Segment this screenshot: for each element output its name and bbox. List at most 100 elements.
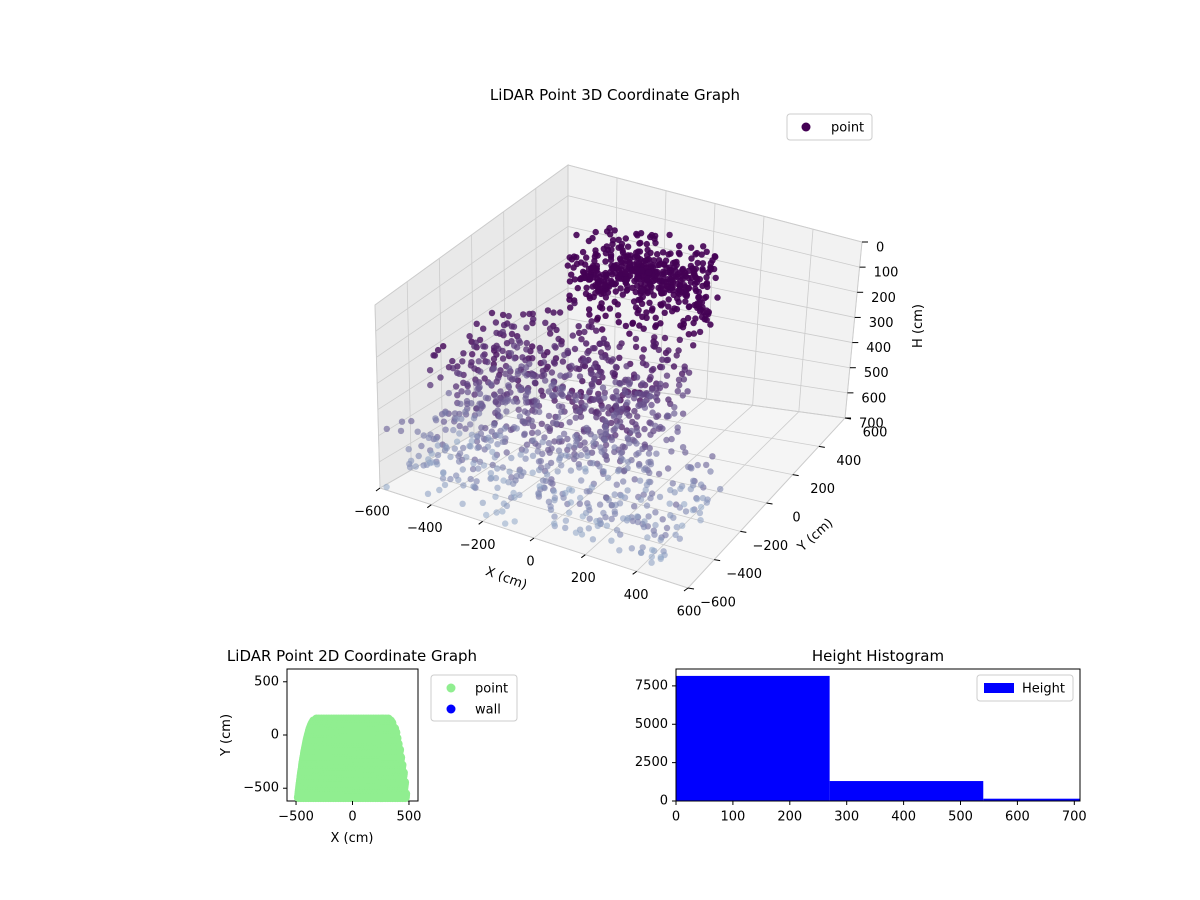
point-3d bbox=[558, 341, 565, 348]
point-3d bbox=[551, 360, 558, 367]
point-3d bbox=[608, 419, 615, 427]
point-3d bbox=[528, 417, 535, 424]
x-tick-label: 500 bbox=[397, 810, 422, 825]
x-tick-mark bbox=[529, 537, 535, 542]
legend-histogram-swatch bbox=[984, 683, 1014, 693]
point-3d bbox=[491, 454, 499, 461]
point-3d bbox=[703, 274, 710, 281]
point-3d bbox=[505, 479, 512, 486]
point-3d bbox=[655, 346, 662, 354]
point-3d bbox=[428, 450, 435, 457]
point-3d bbox=[548, 369, 556, 376]
point-3d bbox=[571, 276, 578, 283]
point-3d bbox=[554, 413, 562, 421]
point-3d bbox=[671, 410, 678, 417]
point-3d bbox=[418, 442, 425, 450]
point-3d bbox=[513, 473, 520, 480]
point-3d bbox=[693, 496, 701, 503]
point-3d bbox=[451, 445, 458, 452]
y-tick-label: 200 bbox=[810, 482, 835, 497]
point-3d bbox=[475, 358, 482, 365]
legend-3d-label: point bbox=[831, 121, 864, 136]
point-3d bbox=[690, 342, 697, 349]
point-3d bbox=[566, 486, 573, 493]
point-3d bbox=[530, 437, 537, 444]
point-3d bbox=[564, 347, 571, 355]
point-3d bbox=[436, 486, 443, 494]
point-3d bbox=[440, 418, 448, 425]
point-3d bbox=[657, 380, 664, 387]
point-3d bbox=[469, 351, 476, 358]
point-3d bbox=[460, 482, 467, 489]
point-3d bbox=[496, 413, 504, 420]
point-3d bbox=[544, 423, 551, 431]
point-3d bbox=[559, 358, 567, 365]
point-3d bbox=[589, 283, 596, 290]
point-3d bbox=[582, 402, 589, 409]
point-3d bbox=[624, 434, 631, 441]
point-3d bbox=[523, 441, 531, 448]
point-3d bbox=[676, 535, 683, 542]
point-3d bbox=[611, 491, 618, 498]
pane-back bbox=[567, 164, 863, 419]
point-3d bbox=[546, 325, 554, 332]
point-3d bbox=[567, 499, 575, 506]
point-3d bbox=[582, 290, 590, 297]
point-3d bbox=[655, 470, 663, 478]
point-3d bbox=[690, 477, 697, 484]
point-3d bbox=[586, 387, 594, 394]
point-3d bbox=[660, 300, 667, 307]
point-3d bbox=[647, 373, 654, 381]
point-3d bbox=[566, 278, 574, 285]
point-3d bbox=[585, 237, 593, 245]
point-3d bbox=[637, 296, 644, 303]
point-3d bbox=[602, 430, 610, 437]
point-3d bbox=[652, 422, 659, 429]
point-3d bbox=[591, 396, 598, 403]
legend-2d-label-wall: wall bbox=[475, 703, 501, 718]
point-3d bbox=[673, 261, 680, 269]
point-3d bbox=[663, 436, 670, 444]
point-3d bbox=[536, 483, 543, 490]
point-3d bbox=[625, 376, 632, 383]
point-3d bbox=[660, 272, 667, 279]
point-3d bbox=[642, 257, 649, 264]
point-3d bbox=[676, 504, 683, 511]
point-3d bbox=[440, 470, 447, 477]
point-3d bbox=[647, 494, 654, 502]
point-3d bbox=[634, 309, 641, 317]
point-3d bbox=[508, 454, 515, 462]
point-3d bbox=[521, 408, 528, 415]
point-3d bbox=[596, 340, 604, 347]
point-3d bbox=[648, 386, 656, 393]
point-3d bbox=[632, 304, 640, 311]
point-3d bbox=[573, 365, 580, 372]
x-tick-label: 700 bbox=[1062, 810, 1087, 825]
point-3d bbox=[554, 468, 561, 475]
point-3d bbox=[589, 345, 597, 352]
point-3d bbox=[620, 515, 627, 522]
point-3d bbox=[575, 323, 582, 330]
point-3d bbox=[467, 443, 474, 450]
point-3d bbox=[673, 352, 680, 359]
point-3d bbox=[567, 467, 575, 474]
point-3d bbox=[425, 434, 432, 441]
point-3d bbox=[631, 277, 638, 285]
point-3d bbox=[714, 294, 721, 301]
y-tick-label: 600 bbox=[863, 426, 888, 441]
point-3d bbox=[434, 346, 442, 354]
point-3d bbox=[425, 456, 432, 463]
x-tick-label: 300 bbox=[834, 810, 859, 825]
point-3d bbox=[459, 358, 466, 365]
point-3d bbox=[659, 356, 666, 363]
point-3d bbox=[577, 494, 584, 502]
point-3d bbox=[639, 544, 646, 551]
point-3d bbox=[668, 448, 675, 455]
point-3d bbox=[452, 383, 460, 390]
point-3d bbox=[600, 468, 607, 475]
point-3d bbox=[507, 389, 514, 396]
point-3d bbox=[640, 523, 648, 531]
point-3d bbox=[672, 531, 679, 538]
point-3d bbox=[545, 439, 553, 447]
point-3d bbox=[581, 439, 588, 446]
